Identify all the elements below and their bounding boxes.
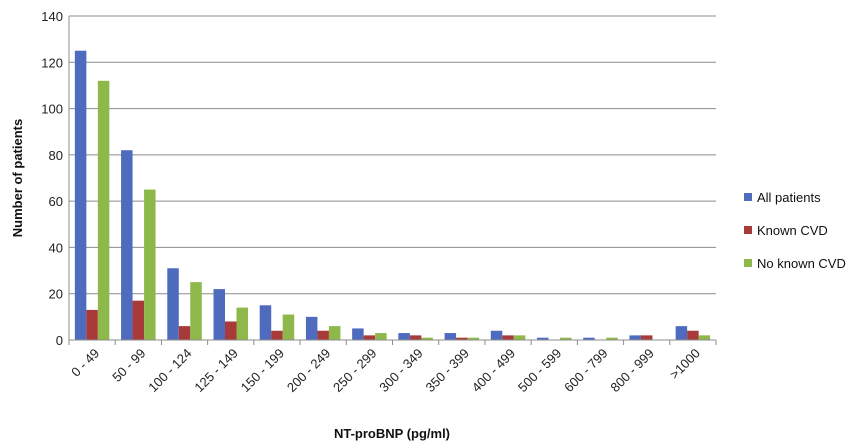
bar [675,326,688,340]
x-tick-label: 300 - 349 [376,346,425,395]
x-tick-label: 0 - 49 [68,346,102,380]
x-tick-label: 800 - 999 [607,346,656,395]
bar [97,80,110,341]
bar [121,150,133,340]
x-axis-title: NT-proBNP (pg/ml) [334,426,450,441]
x-tick-label: 150 - 199 [238,346,287,395]
bar [513,335,526,340]
legend-swatch [744,193,752,201]
bar [167,268,179,340]
x-tick-label: 500 - 599 [515,346,564,395]
bar [86,309,98,340]
bar [328,326,341,340]
bar [421,337,433,340]
y-tick-label: 140 [41,9,63,24]
y-tick-label: 20 [49,287,63,302]
bar [490,330,503,340]
bar [409,335,422,340]
bar [502,335,514,340]
bar [363,335,376,340]
y-axis-title: Number of patients [10,119,25,237]
bar [467,337,480,340]
y-tick-labels: 0 20 40 60 80 100 120 140 [41,9,63,348]
y-tick-label: 60 [49,194,63,209]
bar [444,333,457,340]
x-tick-label: 400 - 499 [469,346,518,395]
bar [271,330,283,340]
y-tick-label: 120 [41,55,63,70]
axes [68,16,717,345]
x-tick-label: 50 - 99 [109,346,148,385]
legend-label: No known CVD [757,256,846,271]
bar [282,314,295,340]
bar [190,282,202,340]
x-tick-label: 125 - 149 [191,346,240,395]
bar [560,337,572,340]
legend: All patients Known CVD No known CVD [744,190,846,271]
bar [583,337,595,340]
bar [606,337,618,340]
bar [317,330,329,340]
y-tick-label: 100 [41,102,63,117]
bar [537,337,549,340]
bar [456,337,468,340]
legend-swatch [744,226,752,234]
x-tick-label: 350 - 399 [422,346,471,395]
bar [236,307,248,340]
bar [144,189,156,340]
bar [629,335,641,340]
bar [178,326,191,340]
x-tick-label: 200 - 249 [284,346,333,395]
bar [213,289,225,340]
x-tick-label: 600 - 799 [561,346,610,395]
bars [74,50,711,341]
bar [698,335,711,340]
y-tick-label: 80 [49,148,63,163]
bar [687,330,699,340]
y-tick-label: 0 [56,333,63,348]
bar [305,316,318,340]
bar [352,328,364,340]
bar [225,321,237,340]
gridlines [69,15,716,295]
bar [132,300,145,340]
legend-label: Known CVD [757,223,828,238]
x-tick-label: >1000 [667,346,703,382]
legend-label: All patients [757,190,821,205]
bar [74,50,87,340]
y-tick-label: 40 [49,240,63,255]
bar [375,333,387,340]
bar [398,333,410,340]
x-tick-label: 100 - 124 [145,346,194,395]
x-tick-label: 250 - 299 [330,346,379,395]
bar [640,335,653,340]
legend-swatch [744,259,752,267]
bar [259,305,272,340]
